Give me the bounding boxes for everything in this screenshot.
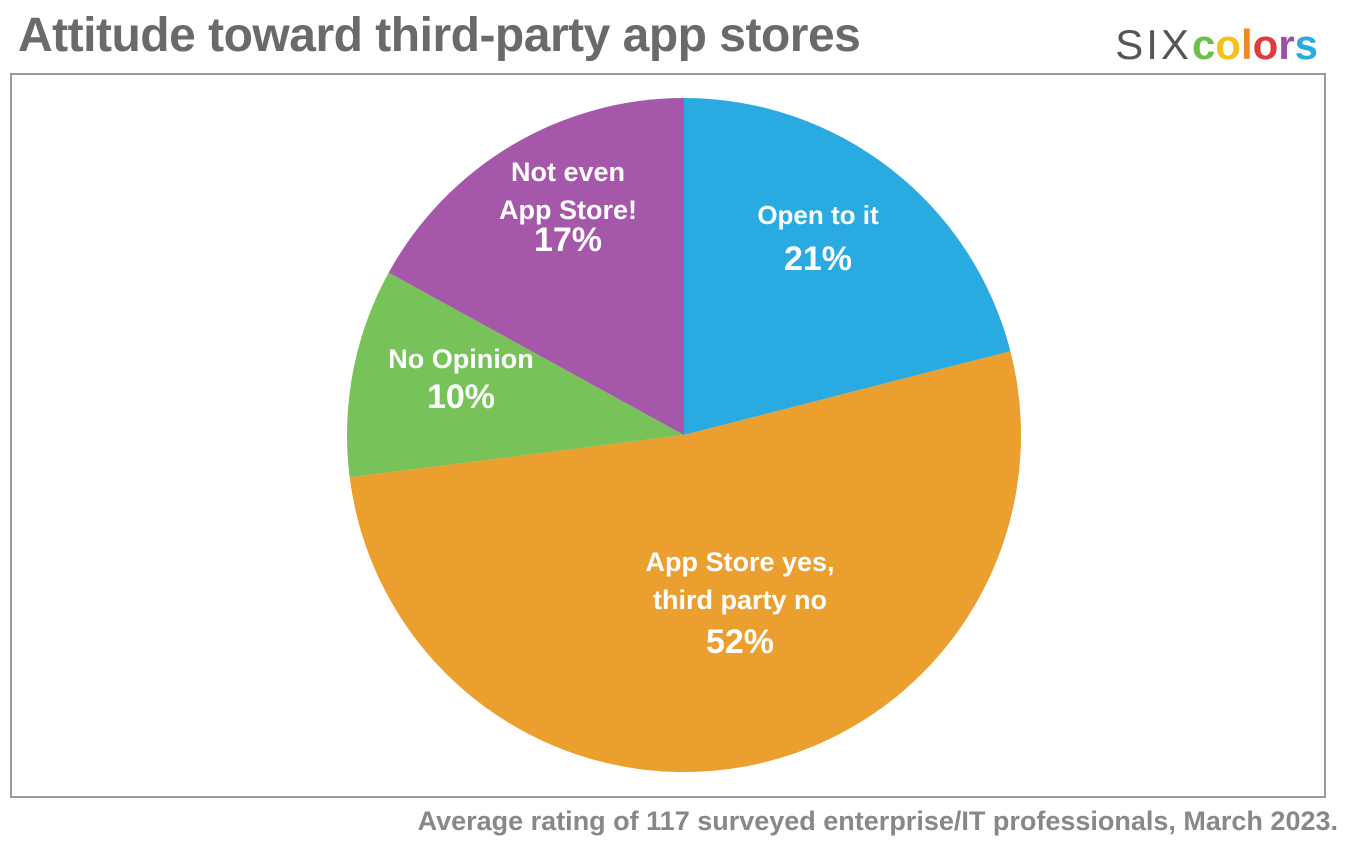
chart-caption: Average rating of 117 surveyed enterpris…	[417, 806, 1338, 836]
slice-label: Not even	[511, 157, 625, 187]
slice-label-group: App Store yes, third party no 52%	[645, 547, 834, 661]
chart-title: Attitude toward third-party app stores	[18, 9, 861, 62]
slice-label: App Store!	[499, 195, 637, 225]
pie-slice	[349, 351, 1022, 773]
pie-slice	[347, 272, 684, 478]
slice-value-label: 21%	[784, 240, 852, 278]
slice-value-label: 52%	[706, 623, 774, 661]
slice-label: third party no	[653, 585, 827, 615]
logo-colors: colors	[1192, 21, 1318, 68]
slice-value-label: 10%	[427, 378, 495, 416]
slice-label-group: Not even App Store!17%	[499, 157, 637, 259]
logo-letter: o	[1252, 21, 1279, 68]
sixcolors-logo: SIXcolors	[1115, 24, 1318, 66]
pie-slice	[684, 98, 1011, 435]
logo-letter: l	[1240, 21, 1253, 68]
slice-label: App Store yes,	[645, 547, 834, 577]
logo-letter: o	[1215, 21, 1241, 68]
slice-label: Open to it	[757, 200, 879, 230]
logo-letter: s	[1294, 21, 1318, 68]
slice-label: No Opinion	[388, 344, 533, 374]
slice-value-label: 17%	[534, 221, 602, 259]
pie-slice	[388, 98, 684, 435]
logo-letter: c	[1191, 21, 1216, 68]
slice-label-group: No Opinion 10%	[388, 344, 533, 416]
logo-letter: r	[1278, 21, 1295, 68]
chart-frame	[10, 73, 1326, 798]
slice-label-group: Open to it 21%	[757, 200, 879, 278]
logo-prefix: SIX	[1115, 21, 1192, 68]
